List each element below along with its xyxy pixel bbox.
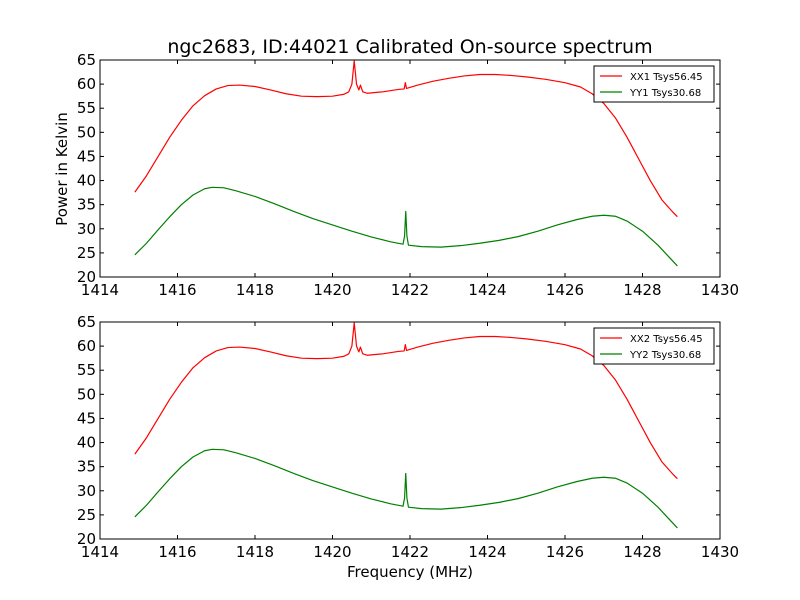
x-tick-label: 1430 bbox=[701, 281, 739, 299]
bottom-panel: 1414 1416 1418 1420 1422 1424 1426 1428 1430 20 25… bbox=[77, 313, 739, 561]
x-tick-label: 1414 bbox=[81, 543, 119, 561]
x-tick-label: 1418 bbox=[236, 281, 274, 299]
chart-title: ngc2683, ID:44021 Calibrated On-source s… bbox=[167, 36, 652, 58]
y-tick-label: 25 bbox=[77, 244, 96, 262]
x-tick-label: 1422 bbox=[391, 543, 429, 561]
x-tick-label: 1420 bbox=[313, 281, 351, 299]
series-line-yy1 bbox=[134, 186, 678, 267]
legend-box bbox=[593, 327, 715, 365]
y-tick-label: 25 bbox=[77, 506, 96, 524]
legend-label: YY2 Tsys30.68 bbox=[629, 350, 701, 361]
y-tick-label: 50 bbox=[77, 385, 96, 403]
legend-label: YY1 Tsys30.68 bbox=[629, 88, 701, 99]
x-tick-label: 1416 bbox=[158, 281, 196, 299]
legend-label: XX1 Tsys56.45 bbox=[630, 72, 703, 83]
top-panel: 1414 1416 1418 1420 1422 1424 1426 1428 1430 20 25… bbox=[77, 51, 739, 299]
y-tick-label: 30 bbox=[77, 220, 96, 238]
y-tick-label: 20 bbox=[77, 268, 96, 286]
y-tick-label: 35 bbox=[77, 458, 96, 476]
y-tick-label: 40 bbox=[77, 434, 96, 452]
y-tick-label: 45 bbox=[77, 409, 96, 427]
y-tick-label: 40 bbox=[77, 172, 96, 190]
x-tick-label: 1420 bbox=[313, 543, 351, 561]
y-tick-label: 45 bbox=[77, 147, 96, 165]
x-tick-label: 1422 bbox=[391, 281, 429, 299]
x-tick-label: 1418 bbox=[236, 543, 274, 561]
legend-box bbox=[593, 65, 715, 103]
y-tick-label: 55 bbox=[77, 99, 96, 117]
x-tick-label: 1428 bbox=[623, 543, 661, 561]
series-line-xx1 bbox=[134, 60, 678, 218]
series-line-yy2 bbox=[134, 448, 678, 529]
legend: XX1 Tsys56.45 YY1 Tsys30.68 bbox=[593, 65, 715, 103]
y-tick-label: 55 bbox=[77, 361, 96, 379]
x-tick-label: 1428 bbox=[623, 281, 661, 299]
legend-label: XX2 Tsys56.45 bbox=[630, 334, 703, 345]
x-tick-label: 1424 bbox=[468, 281, 506, 299]
y-tick-label: 60 bbox=[77, 337, 96, 355]
y-tick-label: 60 bbox=[77, 75, 96, 93]
y-tick-label: 35 bbox=[77, 196, 96, 214]
x-tick-label: 1426 bbox=[546, 543, 584, 561]
x-axis-label: Frequency (MHz) bbox=[347, 563, 473, 581]
y-axis-label: Power in Kelvin bbox=[53, 112, 71, 226]
x-tick-label: 1426 bbox=[546, 281, 584, 299]
series-line-xx2 bbox=[134, 322, 678, 480]
y-tick-label: 50 bbox=[77, 123, 96, 141]
x-tick-label: 1414 bbox=[81, 281, 119, 299]
legend: XX2 Tsys56.45 YY2 Tsys30.68 bbox=[593, 327, 715, 365]
y-tick-label: 20 bbox=[77, 530, 96, 548]
x-tick-label: 1424 bbox=[468, 543, 506, 561]
y-tick-label: 30 bbox=[77, 482, 96, 500]
x-tick-label: 1430 bbox=[701, 543, 739, 561]
x-tick-label: 1416 bbox=[158, 543, 196, 561]
y-tick-label: 65 bbox=[77, 313, 96, 331]
y-tick-label: 65 bbox=[77, 51, 96, 69]
